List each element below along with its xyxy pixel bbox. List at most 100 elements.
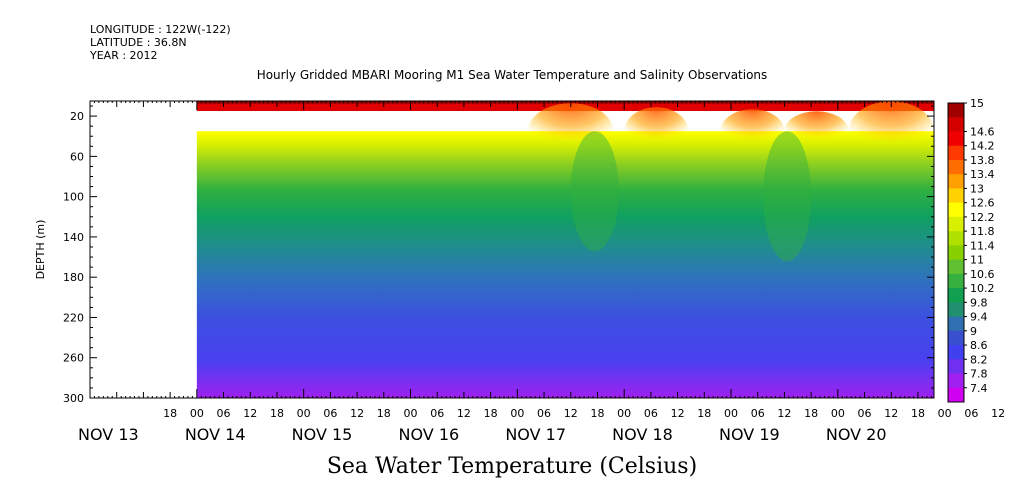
colorbar-label: 12.2 (970, 211, 995, 224)
colorbar-frame (947, 102, 965, 403)
x-hour-label: 12 (671, 407, 685, 420)
y-tick-label: 20 (70, 110, 84, 123)
x-hour-label: 18 (697, 407, 711, 420)
x-hour-label: 00 (510, 407, 524, 420)
plot-frame (89, 100, 935, 399)
chart-title: Hourly Gridded MBARI Mooring M1 Sea Wate… (256, 68, 768, 82)
x-day-label: NOV 13 (78, 425, 139, 444)
colorbar-label: 14.6 (970, 125, 995, 138)
x-hour-label: 00 (938, 407, 952, 420)
temperature-field (196, 131, 934, 399)
x-hour-label: 00 (297, 407, 311, 420)
colorbar-swatch (948, 259, 964, 275)
y-tick-label: 180 (63, 271, 84, 284)
x-hour-label: 12 (777, 407, 791, 420)
colorbar-label: 13.4 (970, 168, 995, 181)
y-tick-label: 100 (63, 191, 84, 204)
colorbar-label: 13.8 (970, 154, 995, 167)
x-hour-label: 18 (911, 407, 925, 420)
colorbar-label: 15 (970, 97, 984, 110)
colorbar-label: 8.6 (970, 339, 988, 352)
colorbar-swatch (948, 345, 964, 360)
y-tick-label: 260 (63, 352, 84, 365)
x-hour-label: 06 (217, 407, 231, 420)
x-hour-label: 00 (190, 407, 204, 420)
colorbar-label: 11.8 (970, 225, 995, 238)
y-tick-label: 300 (63, 392, 84, 405)
colorbar-swatch (948, 316, 964, 332)
colorbar-swatch (948, 373, 964, 389)
x-hour-label: 06 (644, 407, 658, 420)
x-hour-label: 12 (457, 407, 471, 420)
colorbar-swatch (948, 117, 964, 132)
colorbar-label: 8.2 (970, 353, 988, 366)
x-hour-label: 18 (484, 407, 498, 420)
x-day-label: NOV 15 (292, 425, 353, 444)
warm-patch-4 (848, 101, 934, 162)
x-hour-label: 06 (858, 407, 872, 420)
upwelling-1 (763, 131, 812, 262)
y-tick-label: 220 (63, 311, 84, 324)
x-hour-label: 12 (564, 407, 578, 420)
x-hour-label: 18 (590, 407, 604, 420)
x-hour-label: 06 (323, 407, 337, 420)
colorbar-label: 11.4 (970, 239, 995, 252)
colorbar-swatch (948, 174, 964, 189)
colorbar-swatch (948, 302, 964, 318)
colorbar-label: 9 (970, 325, 977, 338)
colorbar-swatch (948, 330, 964, 346)
x-day-label: NOV 18 (612, 425, 673, 444)
y-tick-label: 60 (70, 150, 84, 163)
x-hour-label: 06 (430, 407, 444, 420)
x-axis-title: Sea Water Temperature (Celsius) (326, 454, 698, 479)
latitude-text: LATITUDE : 36.8N (90, 36, 187, 49)
x-day-label: NOV 20 (826, 425, 887, 444)
surface-band-top (196, 101, 934, 104)
longitude-text: LONGITUDE : 122W(-122) (90, 23, 231, 36)
x-hour-label: 12 (350, 407, 364, 420)
colorbar-label: 9.4 (970, 311, 988, 324)
x-hour-label: 06 (751, 407, 765, 420)
x-hour-label: 18 (163, 407, 177, 420)
warm-patch-0 (528, 103, 614, 160)
y-tick-label: 140 (63, 231, 84, 244)
x-day-label: NOV 14 (185, 425, 246, 444)
colorbar-swatch (948, 188, 964, 204)
x-day-label: NOV 17 (505, 425, 566, 444)
x-hour-label: 12 (991, 407, 1005, 420)
upwelling-0 (570, 131, 619, 252)
x-hour-label: 06 (537, 407, 551, 420)
colorbar-swatch (948, 103, 964, 118)
colorbar-label: 14.2 (970, 140, 995, 153)
colorbar-label: 9.8 (970, 296, 988, 309)
x-hour-label: 06 (964, 407, 978, 420)
x-hour-label: 00 (724, 407, 738, 420)
warm-patch-2 (720, 109, 785, 154)
x-day-label: NOV 16 (399, 425, 460, 444)
x-hour-label: 18 (377, 407, 391, 420)
colorbar-swatch (948, 359, 964, 375)
colorbar-swatch (948, 387, 964, 403)
warm-patch-1 (624, 107, 689, 156)
x-hour-label: 18 (804, 407, 818, 420)
colorbar-swatch (948, 145, 964, 161)
y-axis-title: DEPTH (m) (34, 220, 47, 280)
colorbar-swatch (948, 288, 964, 303)
colorbar-label: 7.4 (970, 382, 988, 395)
colorbar-swatch (948, 273, 964, 289)
x-hour-label: 12 (243, 407, 257, 420)
x-hour-label: 00 (617, 407, 631, 420)
colorbar-swatch (948, 231, 964, 246)
colorbar-swatch (948, 202, 964, 218)
x-day-label: NOV 19 (719, 425, 780, 444)
x-hour-label: 00 (404, 407, 418, 420)
x-hour-label: 18 (270, 407, 284, 420)
colorbar-label: 11 (970, 254, 984, 267)
colorbar-label: 12.6 (970, 197, 995, 210)
x-hour-label: 00 (831, 407, 845, 420)
x-hour-label: 12 (884, 407, 898, 420)
warm-patch-3 (784, 111, 849, 152)
colorbar-label: 7.8 (970, 368, 988, 381)
colorbar-swatch (948, 159, 964, 175)
